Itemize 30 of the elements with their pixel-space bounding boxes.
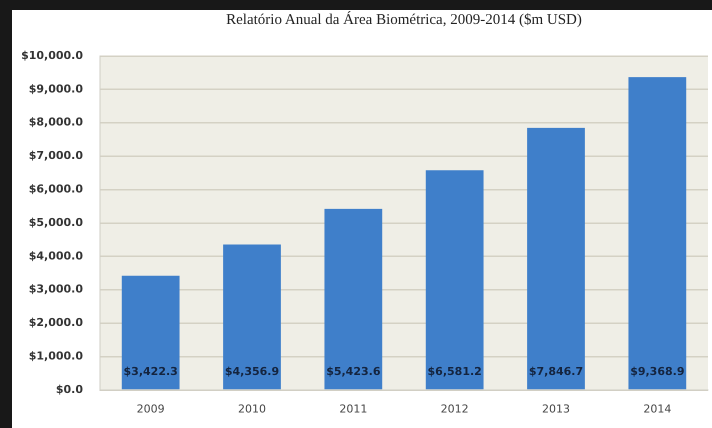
bar <box>223 244 281 390</box>
y-tick-label: $9,000.0 <box>28 82 84 96</box>
bar <box>122 276 180 390</box>
bar <box>628 77 686 390</box>
y-tick-label: $1,000.0 <box>28 349 84 362</box>
x-tick-label: 2009 <box>136 402 165 416</box>
x-tick-label: 2011 <box>339 402 368 416</box>
y-tick-label: $2,000.0 <box>28 316 84 330</box>
y-tick-label: $10,000.0 <box>21 48 84 62</box>
y-tick-label: $8,000.0 <box>28 116 84 129</box>
y-tick-label: $4,000.0 <box>28 249 84 262</box>
data-label: $4,356.9 <box>224 365 280 378</box>
bar <box>426 170 484 390</box>
bar <box>527 128 585 390</box>
data-label: $7,846.7 <box>528 365 584 378</box>
data-label: $3,422.3 <box>124 365 178 378</box>
data-label: $5,423.6 <box>326 365 381 378</box>
y-tick-label: $6,000.0 <box>28 182 84 196</box>
x-tick-label: 2014 <box>643 402 672 416</box>
y-tick-label: $0.0 <box>56 382 84 396</box>
x-tick-label: 2010 <box>238 402 266 416</box>
bar <box>324 208 382 390</box>
data-label: $9,368.9 <box>630 365 684 378</box>
x-tick-label: 2013 <box>542 402 570 416</box>
y-tick-label: $7,000.0 <box>28 149 84 162</box>
chart-title: Relatório Anual da Área Biométrica, 2009-2014 ($m USD) <box>226 10 582 28</box>
data-label: $6,581.2 <box>428 365 482 378</box>
y-tick-label: $5,000.0 <box>28 216 84 229</box>
x-tick-label: 2012 <box>440 402 469 416</box>
y-tick-label: $3,000.0 <box>28 282 84 296</box>
